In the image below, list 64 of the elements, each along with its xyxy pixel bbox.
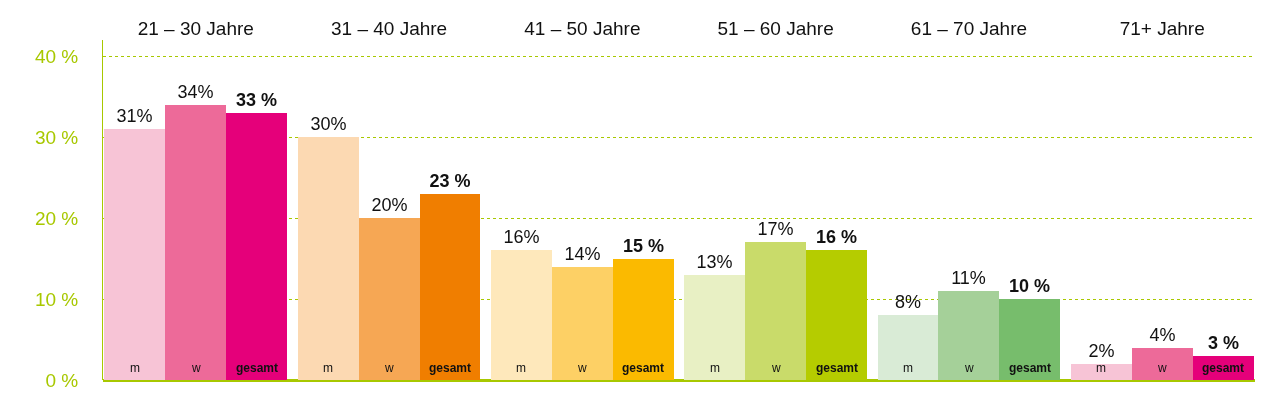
text: gesamt xyxy=(429,361,472,375)
text: w xyxy=(385,361,394,375)
bar xyxy=(104,129,165,380)
data-label: 10 % xyxy=(1008,276,1051,296)
text: m xyxy=(130,361,140,375)
data-label: 16 % xyxy=(815,227,858,247)
text: m xyxy=(710,361,720,375)
y-tick-label: 20 % xyxy=(34,207,79,229)
data-label: 13% xyxy=(696,252,733,272)
y-tick-label: 40 % xyxy=(34,45,79,67)
data-label: 2% xyxy=(1088,341,1115,361)
text: w xyxy=(1158,361,1167,375)
y-tick-label: 30 % xyxy=(34,126,79,148)
data-label: 11% xyxy=(951,268,986,288)
data-label: 33 % xyxy=(235,90,278,110)
bar xyxy=(878,315,938,380)
data-label: 30% xyxy=(310,114,347,134)
x-tick-label: 71+ Jahre xyxy=(1119,18,1205,40)
data-label: 14% xyxy=(564,244,601,264)
bar xyxy=(1132,348,1193,380)
text: gesamt xyxy=(816,361,859,375)
text: m xyxy=(516,361,526,375)
data-label: 17% xyxy=(757,219,794,239)
bar xyxy=(420,194,480,380)
bar xyxy=(552,267,613,380)
text: w xyxy=(578,361,587,375)
bar xyxy=(1071,364,1132,380)
bar xyxy=(999,299,1060,380)
data-label: 8% xyxy=(894,292,922,312)
data-label: 20% xyxy=(371,195,408,215)
text: gesamt xyxy=(622,361,665,375)
text: gesamt xyxy=(1202,361,1245,375)
bar xyxy=(359,218,420,380)
bar xyxy=(806,250,867,380)
text: m xyxy=(903,361,913,375)
text: w xyxy=(965,361,974,375)
bar xyxy=(226,113,287,380)
bar xyxy=(298,137,359,380)
x-tick-label: 61 – 70 Jahre xyxy=(910,18,1028,40)
text: w xyxy=(772,361,781,375)
series-label: w xyxy=(191,361,201,375)
data-label: 31% xyxy=(116,106,153,126)
bar xyxy=(684,275,745,380)
bar xyxy=(165,105,226,380)
y-tick-label: 0 % xyxy=(45,369,79,391)
bar xyxy=(491,250,552,380)
x-tick-label: 21 – 30 Jahre xyxy=(137,18,254,40)
bar xyxy=(745,242,806,380)
data-label: 16% xyxy=(503,227,540,247)
data-label: 34% xyxy=(177,82,214,102)
x-tick-label: 51 – 60 Jahre xyxy=(717,18,834,40)
bar xyxy=(938,291,999,380)
data-label: 3 % xyxy=(1207,333,1240,353)
data-label: 4% xyxy=(1149,325,1176,345)
series-label: gesamt xyxy=(236,361,279,375)
text: gesamt xyxy=(1009,361,1052,375)
x-tick-label: 31 – 40 Jahre xyxy=(330,18,448,40)
data-label: 15 % xyxy=(622,236,665,256)
y-tick-label: 10 % xyxy=(34,288,79,310)
x-tick-label: 41 – 50 Jahre xyxy=(524,18,641,40)
text: m xyxy=(323,361,333,375)
series-label: m xyxy=(1096,361,1106,375)
bar xyxy=(613,259,674,380)
data-label: 23 % xyxy=(429,171,471,191)
